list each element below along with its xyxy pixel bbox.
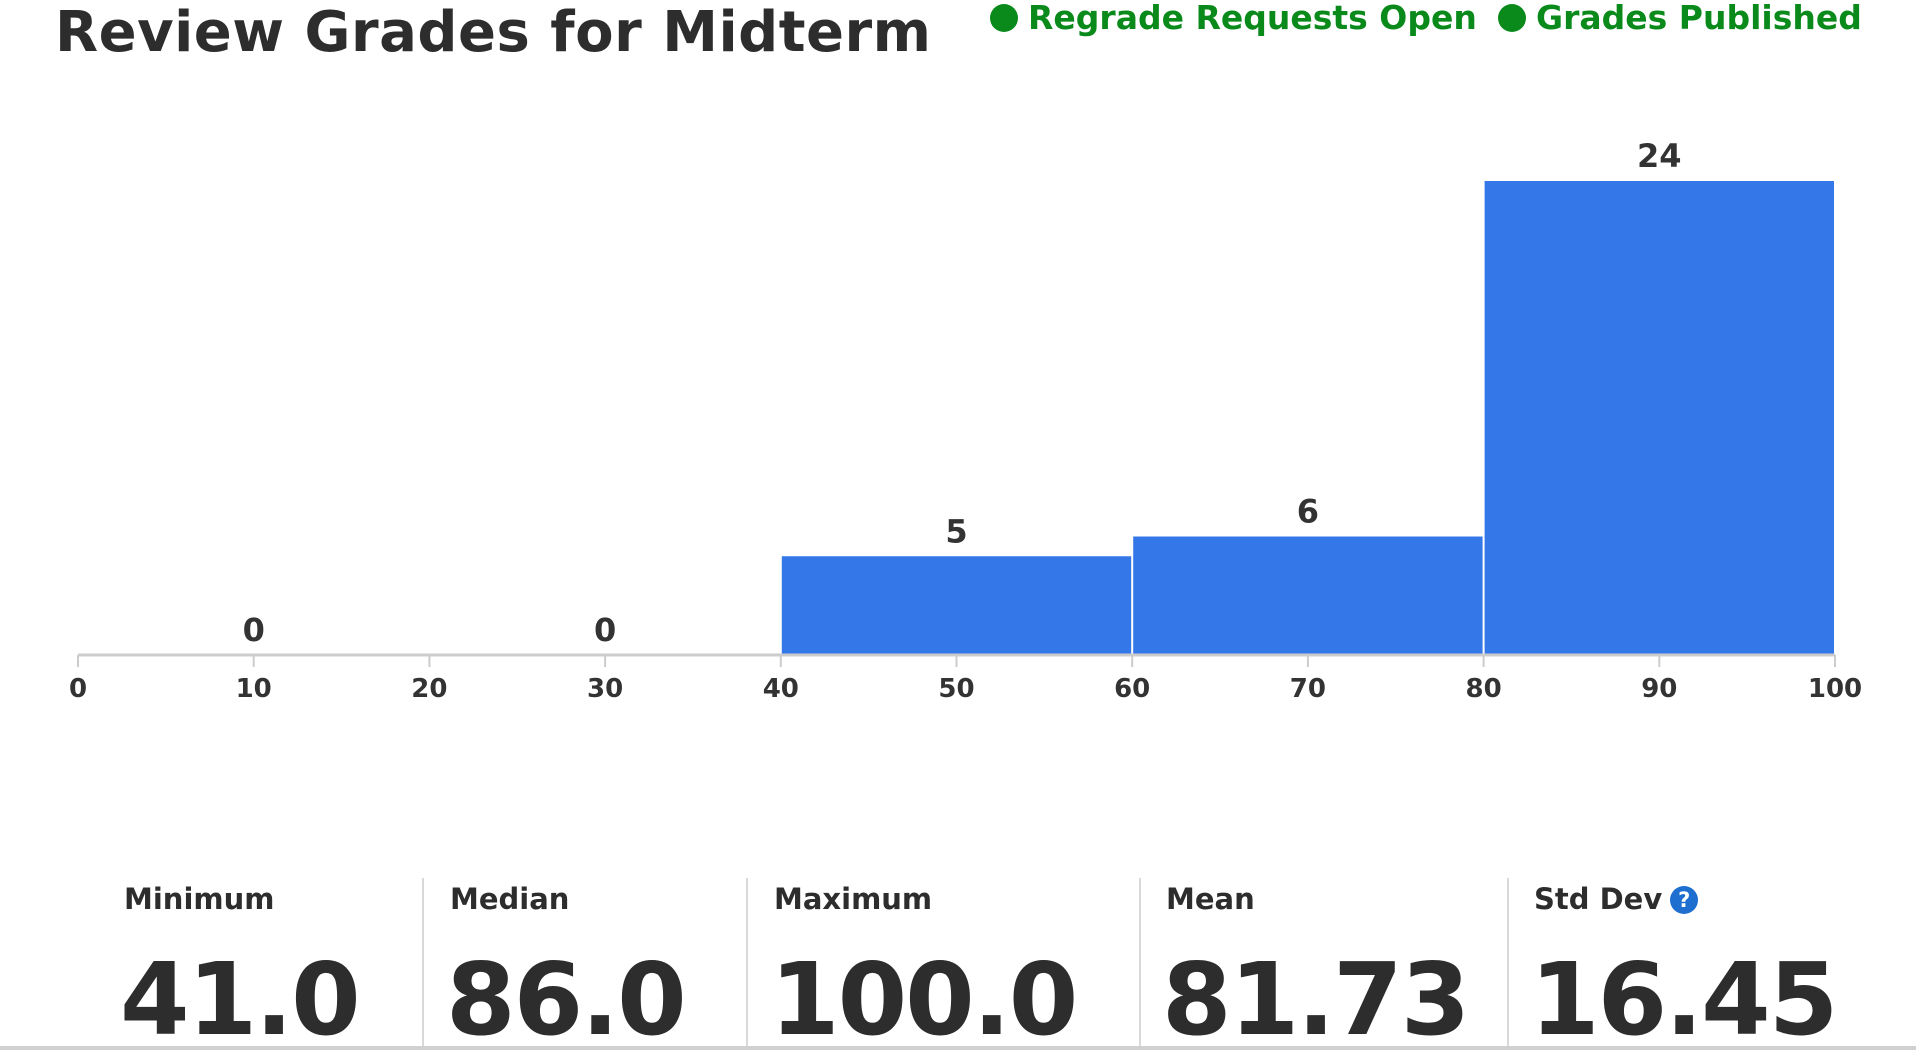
x-axis-tick-label: 40 [763,674,799,704]
x-axis-tick-label: 0 [69,674,87,704]
x-axis-tick-label: 50 [938,674,974,704]
bar-value-label: 0 [243,611,265,649]
stat-mean-value: 81.73 [1162,941,1470,1058]
stat-maximum-label: Maximum [774,882,933,916]
stat-std-dev-header: Std Dev? [1534,882,1699,916]
x-axis-tick-label: 60 [1114,674,1150,704]
x-axis-tick-label: 30 [587,674,623,704]
stat-std-dev-value: 16.45 [1530,941,1838,1058]
stat-maximum-value: 100.0 [770,941,1078,1058]
bar-value-label: 0 [594,611,616,649]
regrade-requests-status[interactable]: Regrade Requests Open [990,0,1477,36]
histogram-bar [1133,536,1483,655]
x-axis-tick-label: 100 [1808,674,1862,704]
grade-histogram: 0 0 5 6 24 0 10 20 30 40 50 60 70 80 90 100 [69,137,1862,704]
bar-value-label: 24 [1637,137,1682,175]
help-icon[interactable]: ? [1670,886,1699,914]
x-axis-tick-label: 90 [1641,674,1677,704]
status-dot-icon [1498,4,1526,32]
page-title: Review Grades for Midterm [55,0,932,65]
bottom-border [0,1046,1916,1050]
stat-divider [1139,878,1141,1048]
stat-median-value: 86.0 [446,941,687,1058]
stat-divider [746,878,748,1048]
stat-divider [1507,878,1509,1048]
bar-value-label: 6 [1297,493,1319,531]
stat-std-dev-label: Std Dev [1534,882,1663,916]
histogram-bar [781,556,1132,655]
histogram-bar [1484,181,1834,655]
x-axis-tick-label: 20 [411,674,447,704]
x-axis-tick-label: 70 [1290,674,1326,704]
x-axis-tick-label: 80 [1466,674,1502,704]
summary-statistics: Minimum 41.0 Median 86.0 Maximum 100.0 M… [0,878,1916,1058]
x-axis-tick-label: 10 [236,674,272,704]
stat-minimum-label: Minimum [124,882,275,916]
grades-published-status[interactable]: Grades Published [1498,0,1862,36]
regrade-requests-label: Regrade Requests Open [1028,0,1477,37]
bar-value-label: 5 [945,512,967,550]
stat-mean-label: Mean [1166,882,1255,916]
stat-divider [422,878,424,1048]
stat-median-label: Median [450,882,570,916]
stat-minimum-value: 41.0 [120,941,361,1058]
grades-published-label: Grades Published [1536,0,1862,37]
status-dot-icon [990,4,1018,32]
